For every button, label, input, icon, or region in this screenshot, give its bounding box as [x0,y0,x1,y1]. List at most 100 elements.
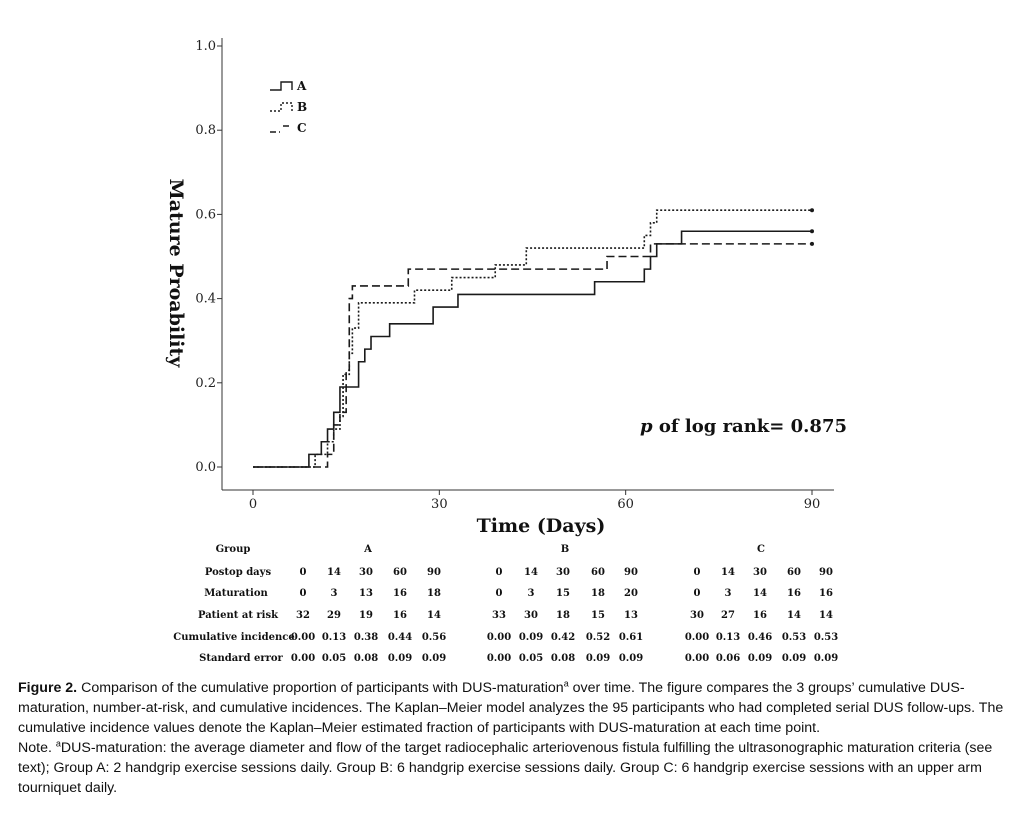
table-cell: 14 [427,610,441,621]
table-cell: 0.09 [814,653,838,664]
figure-caption: Figure 2. Comparison of the cumulative p… [18,678,1008,798]
chart-axes [221,38,834,491]
table-cell: 0.09 [748,653,772,664]
table-cell: 0.05 [322,653,346,664]
table-cell: 0.00 [487,632,511,643]
caption-note: Note. aDUS-maturation: the average diame… [18,738,1008,798]
table-cell: 0.08 [354,653,378,664]
y-tick-label: 0.8 [195,123,216,138]
legend-swatch-c [270,125,292,133]
number-at-risk-table: Group Postop days Maturation Patient at ris… [173,544,838,664]
censor-mark-c [810,241,814,246]
table-row-label: Cumulative incidence [173,632,294,643]
table-cell: 0.09 [619,653,643,664]
table-cell: 20 [624,588,638,599]
table-cell: 0 [496,588,503,599]
table-cell: 0.53 [782,632,806,643]
table-cell: 60 [591,567,605,578]
y-tick-label: 0.6 [195,207,216,222]
log-rank-text: of log rank= 0.875 [653,416,847,437]
legend: ABC [270,79,307,135]
figure-label: Figure 2. [18,680,78,696]
x-tick-label: 60 [617,497,634,512]
table-row-label: Patient at risk [198,610,279,621]
table-cell: 0.38 [354,632,378,643]
table-group-header: B [561,544,569,555]
table-cell: 90 [819,567,833,578]
table-cell: 60 [787,567,801,578]
note-sup: a [55,738,61,749]
y-tick-label: 0.0 [195,460,216,475]
table-cell: 18 [556,610,570,621]
table-cell: 16 [753,610,767,621]
km-chart: 0.0 0.2 0.4 0.6 0.8 1.0 0 30 60 90 Mature Proabi… [165,38,847,664]
log-rank-annotation: p of log rank= 0.875 [640,416,847,437]
table-cell: 0.09 [422,653,446,664]
table-cell: 0 [496,567,503,578]
table-cell: 0.05 [519,653,543,664]
table-cell: 14 [524,567,538,578]
table-cell: 0.53 [814,632,838,643]
legend-label-c: C [297,121,307,135]
table-cell: 0.61 [619,632,643,643]
series-group [253,208,814,468]
x-axis-label: Time (Days) [477,515,606,537]
table-row-label: Maturation [204,588,268,599]
x-tick-label: 90 [804,497,821,512]
table-cell: 0.44 [388,632,412,643]
table-cell: 29 [327,610,341,621]
table-cell: 15 [556,588,570,599]
table-cell: 30 [524,610,538,621]
table-group-header: A [363,544,372,555]
table-cell: 0.00 [685,632,709,643]
table-row-label: Standard error [199,653,283,664]
table-cell: 0.09 [782,653,806,664]
censor-mark-a [810,229,814,234]
legend-label-a: A [296,79,307,93]
table-row-label: Postop days [205,567,272,578]
note-text: DUS-maturation: the average diameter and… [18,740,993,796]
table-cell: 13 [359,588,373,599]
y-axis-label: Mature Proability [165,179,187,369]
table-cell: 90 [624,567,638,578]
table-cell: 0.00 [685,653,709,664]
table-cell: 14 [327,567,341,578]
table-cell: 33 [492,610,506,621]
y-tick-label: 0.4 [195,292,216,307]
table-cell: 18 [591,588,605,599]
table-cell: 0.09 [519,632,543,643]
y-tick-group: 0.0 0.2 0.4 0.6 0.8 1.0 [195,39,222,475]
table-cell: 18 [427,588,441,599]
table-cell: 14 [753,588,767,599]
caption-text-1: Comparison of the cumulative proportion … [77,680,564,696]
y-tick-label: 0.2 [195,376,216,391]
table-cell: 16 [393,610,407,621]
table-cell: 0.00 [291,632,315,643]
table-cell: 32 [296,610,310,621]
table-cell: 0.09 [388,653,412,664]
table-cell: 16 [787,588,801,599]
table-cell: 0.09 [586,653,610,664]
caption-paragraph: Figure 2. Comparison of the cumulative p… [18,678,1008,738]
series-line-a [253,230,812,468]
note-label: Note. [18,740,56,756]
x-tick-label: 30 [431,497,448,512]
table-cell: 0.52 [586,632,610,643]
table-cell: 30 [359,567,373,578]
table-cell: 0 [694,588,701,599]
table-cell: 30 [690,610,704,621]
table-cell: 0.00 [487,653,511,664]
x-tick-label: 0 [249,497,257,512]
table-group-header: C [757,544,765,555]
x-tick-group: 0 30 60 90 [249,490,820,512]
y-tick-label: 1.0 [195,39,216,54]
legend-label-b: B [297,100,307,114]
table-cell: 30 [556,567,570,578]
table-cell: 14 [819,610,833,621]
table-cell: 0.00 [291,653,315,664]
table-cell: 0.13 [322,632,346,643]
table-cell: 90 [427,567,441,578]
table-row-label: Group [216,544,251,555]
legend-swatch-b [270,102,293,112]
table-cell: 15 [591,610,605,621]
